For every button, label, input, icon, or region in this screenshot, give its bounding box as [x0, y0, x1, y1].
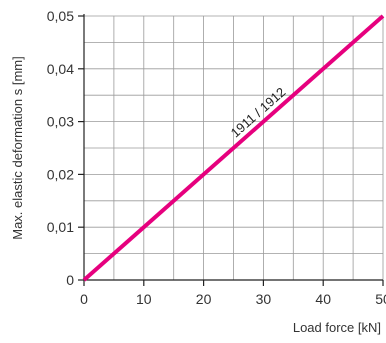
y-tick-label: 0 [66, 272, 74, 288]
series-layer [82, 14, 385, 282]
grid [84, 15, 384, 280]
series-line [82, 14, 385, 282]
y-tick-label: 0,01 [47, 219, 74, 235]
y-tick-label: 0,02 [47, 166, 74, 182]
x-axis-title: Load force [kN] [293, 320, 381, 335]
y-tick-label: 0,05 [47, 8, 74, 24]
x-tick-label: 50 [375, 291, 386, 307]
x-tick-label: 20 [196, 291, 212, 307]
y-axis-title: Max. elastic deformation s [mm] [10, 56, 25, 240]
y-tick-label: 0,04 [47, 61, 74, 77]
y-tick-label: 0,03 [47, 114, 74, 130]
x-tick-label: 40 [315, 291, 331, 307]
labels: 0 0,01 0,02 0,03 0,04 0,05 0 10 20 30 40 50 Load for… [10, 8, 386, 335]
x-tick-label: 0 [80, 291, 88, 307]
series-label: 1911 / 1912 [228, 84, 289, 140]
axes [78, 14, 384, 286]
x-tick-label: 10 [136, 291, 152, 307]
x-tick-label: 30 [256, 291, 272, 307]
